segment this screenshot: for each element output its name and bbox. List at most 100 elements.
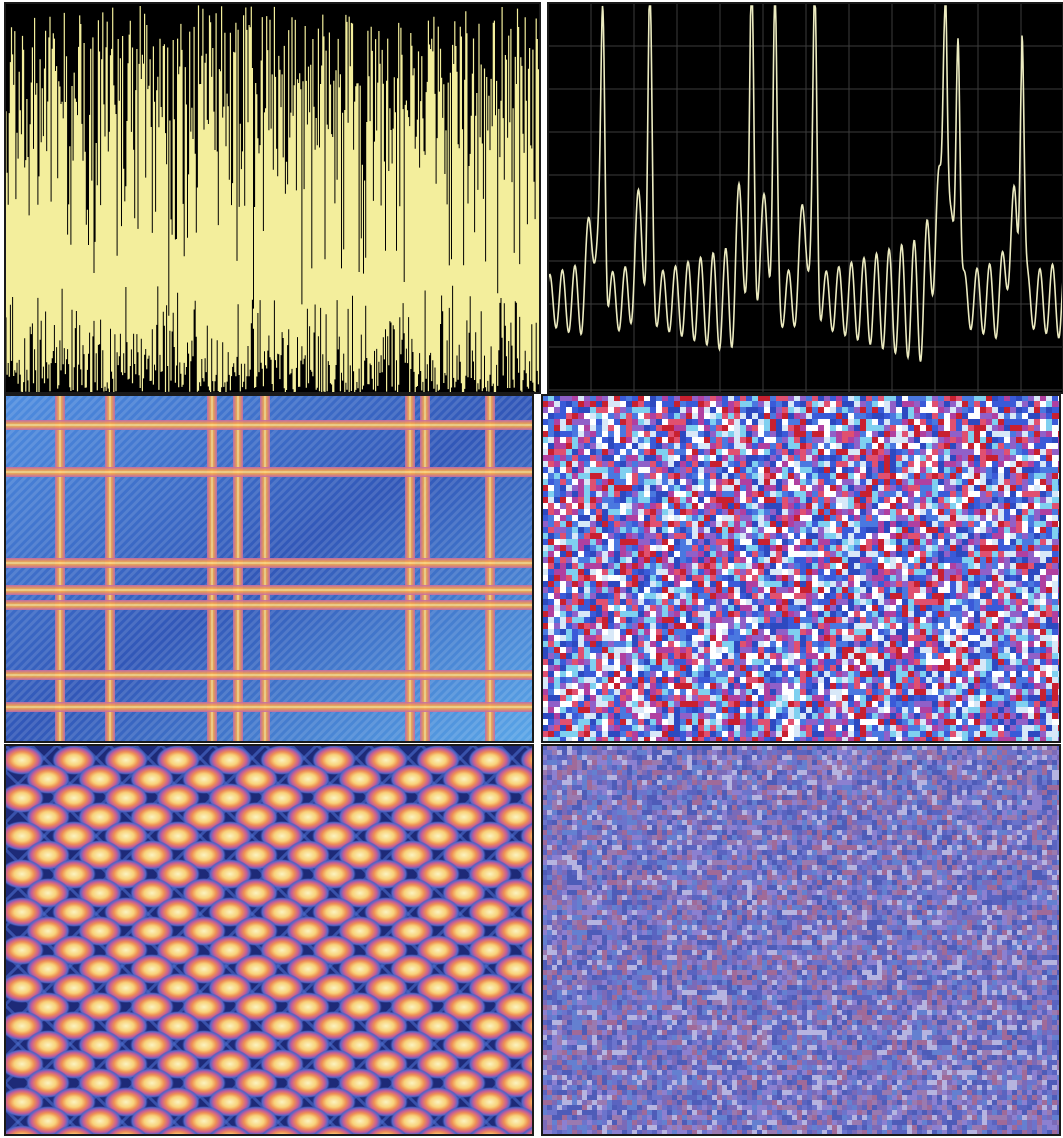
cell bbox=[782, 563, 788, 569]
cell bbox=[740, 473, 746, 479]
cell bbox=[758, 605, 764, 611]
cell bbox=[968, 431, 974, 437]
cell bbox=[722, 485, 728, 491]
cell bbox=[746, 521, 752, 527]
cell bbox=[734, 413, 740, 419]
cell bbox=[794, 575, 800, 581]
cell bbox=[830, 563, 836, 569]
cell bbox=[1052, 671, 1058, 677]
cell bbox=[938, 611, 944, 617]
cell bbox=[956, 677, 962, 683]
cell bbox=[908, 407, 914, 413]
cell bbox=[638, 701, 644, 707]
cell bbox=[548, 539, 554, 545]
cell bbox=[782, 599, 788, 605]
cell bbox=[638, 425, 644, 431]
cell bbox=[902, 635, 908, 641]
cell bbox=[896, 599, 902, 605]
cell bbox=[776, 515, 782, 521]
cell bbox=[890, 533, 896, 539]
cell bbox=[842, 449, 848, 455]
cell bbox=[878, 563, 884, 569]
cell bbox=[902, 641, 908, 647]
cell bbox=[566, 713, 572, 719]
cell bbox=[818, 707, 824, 713]
cell bbox=[872, 707, 878, 713]
cell bbox=[992, 449, 998, 455]
cell bbox=[860, 419, 866, 425]
cell bbox=[824, 641, 830, 647]
cell bbox=[746, 563, 752, 569]
cell bbox=[728, 707, 734, 713]
cell bbox=[1022, 461, 1028, 467]
cell bbox=[974, 509, 980, 515]
cell bbox=[734, 443, 740, 449]
cell bbox=[974, 401, 980, 407]
cell bbox=[584, 569, 590, 575]
cell bbox=[716, 419, 722, 425]
cell bbox=[896, 617, 902, 623]
cell bbox=[746, 461, 752, 467]
cell bbox=[878, 425, 884, 431]
cell bbox=[770, 401, 776, 407]
cell bbox=[980, 527, 986, 533]
cell bbox=[548, 407, 554, 413]
cell bbox=[932, 455, 938, 461]
cell bbox=[644, 467, 650, 473]
cell bbox=[770, 461, 776, 467]
cell bbox=[956, 533, 962, 539]
cell bbox=[794, 581, 800, 587]
cell bbox=[1040, 719, 1046, 725]
cell bbox=[734, 689, 740, 695]
cell bbox=[1016, 413, 1022, 419]
cell bbox=[596, 575, 602, 581]
cell bbox=[854, 533, 860, 539]
cell bbox=[620, 527, 626, 533]
cell bbox=[704, 467, 710, 473]
cell bbox=[914, 647, 920, 653]
cell bbox=[662, 437, 668, 443]
cell bbox=[770, 659, 776, 665]
cell bbox=[944, 419, 950, 425]
cell bbox=[734, 671, 740, 677]
cell bbox=[554, 695, 560, 701]
cell bbox=[944, 617, 950, 623]
cell bbox=[968, 653, 974, 659]
cell bbox=[1034, 461, 1040, 467]
cell bbox=[566, 719, 572, 725]
cell bbox=[656, 533, 662, 539]
cell bbox=[1040, 539, 1046, 545]
cell bbox=[986, 557, 992, 563]
cell bbox=[788, 683, 794, 689]
cell bbox=[992, 425, 998, 431]
cell bbox=[638, 539, 644, 545]
cell bbox=[818, 611, 824, 617]
cell bbox=[692, 443, 698, 449]
cell bbox=[734, 515, 740, 521]
cell bbox=[878, 599, 884, 605]
cell bbox=[728, 413, 734, 419]
cell bbox=[872, 557, 878, 563]
cell bbox=[860, 407, 866, 413]
cell bbox=[548, 569, 554, 575]
cell bbox=[704, 719, 710, 725]
cell bbox=[992, 473, 998, 479]
cell bbox=[698, 599, 704, 605]
cell bbox=[578, 431, 584, 437]
cell bbox=[602, 647, 608, 653]
cell bbox=[860, 443, 866, 449]
cell bbox=[1052, 683, 1058, 689]
cell bbox=[938, 671, 944, 677]
cell bbox=[734, 455, 740, 461]
cell bbox=[854, 521, 860, 527]
cell bbox=[554, 401, 560, 407]
cell bbox=[986, 479, 992, 485]
cell bbox=[578, 473, 584, 479]
cell bbox=[818, 665, 824, 671]
cell bbox=[920, 731, 926, 737]
cell bbox=[974, 641, 980, 647]
cell bbox=[920, 677, 926, 683]
cell bbox=[818, 527, 824, 533]
cell bbox=[572, 605, 578, 611]
cell bbox=[758, 425, 764, 431]
